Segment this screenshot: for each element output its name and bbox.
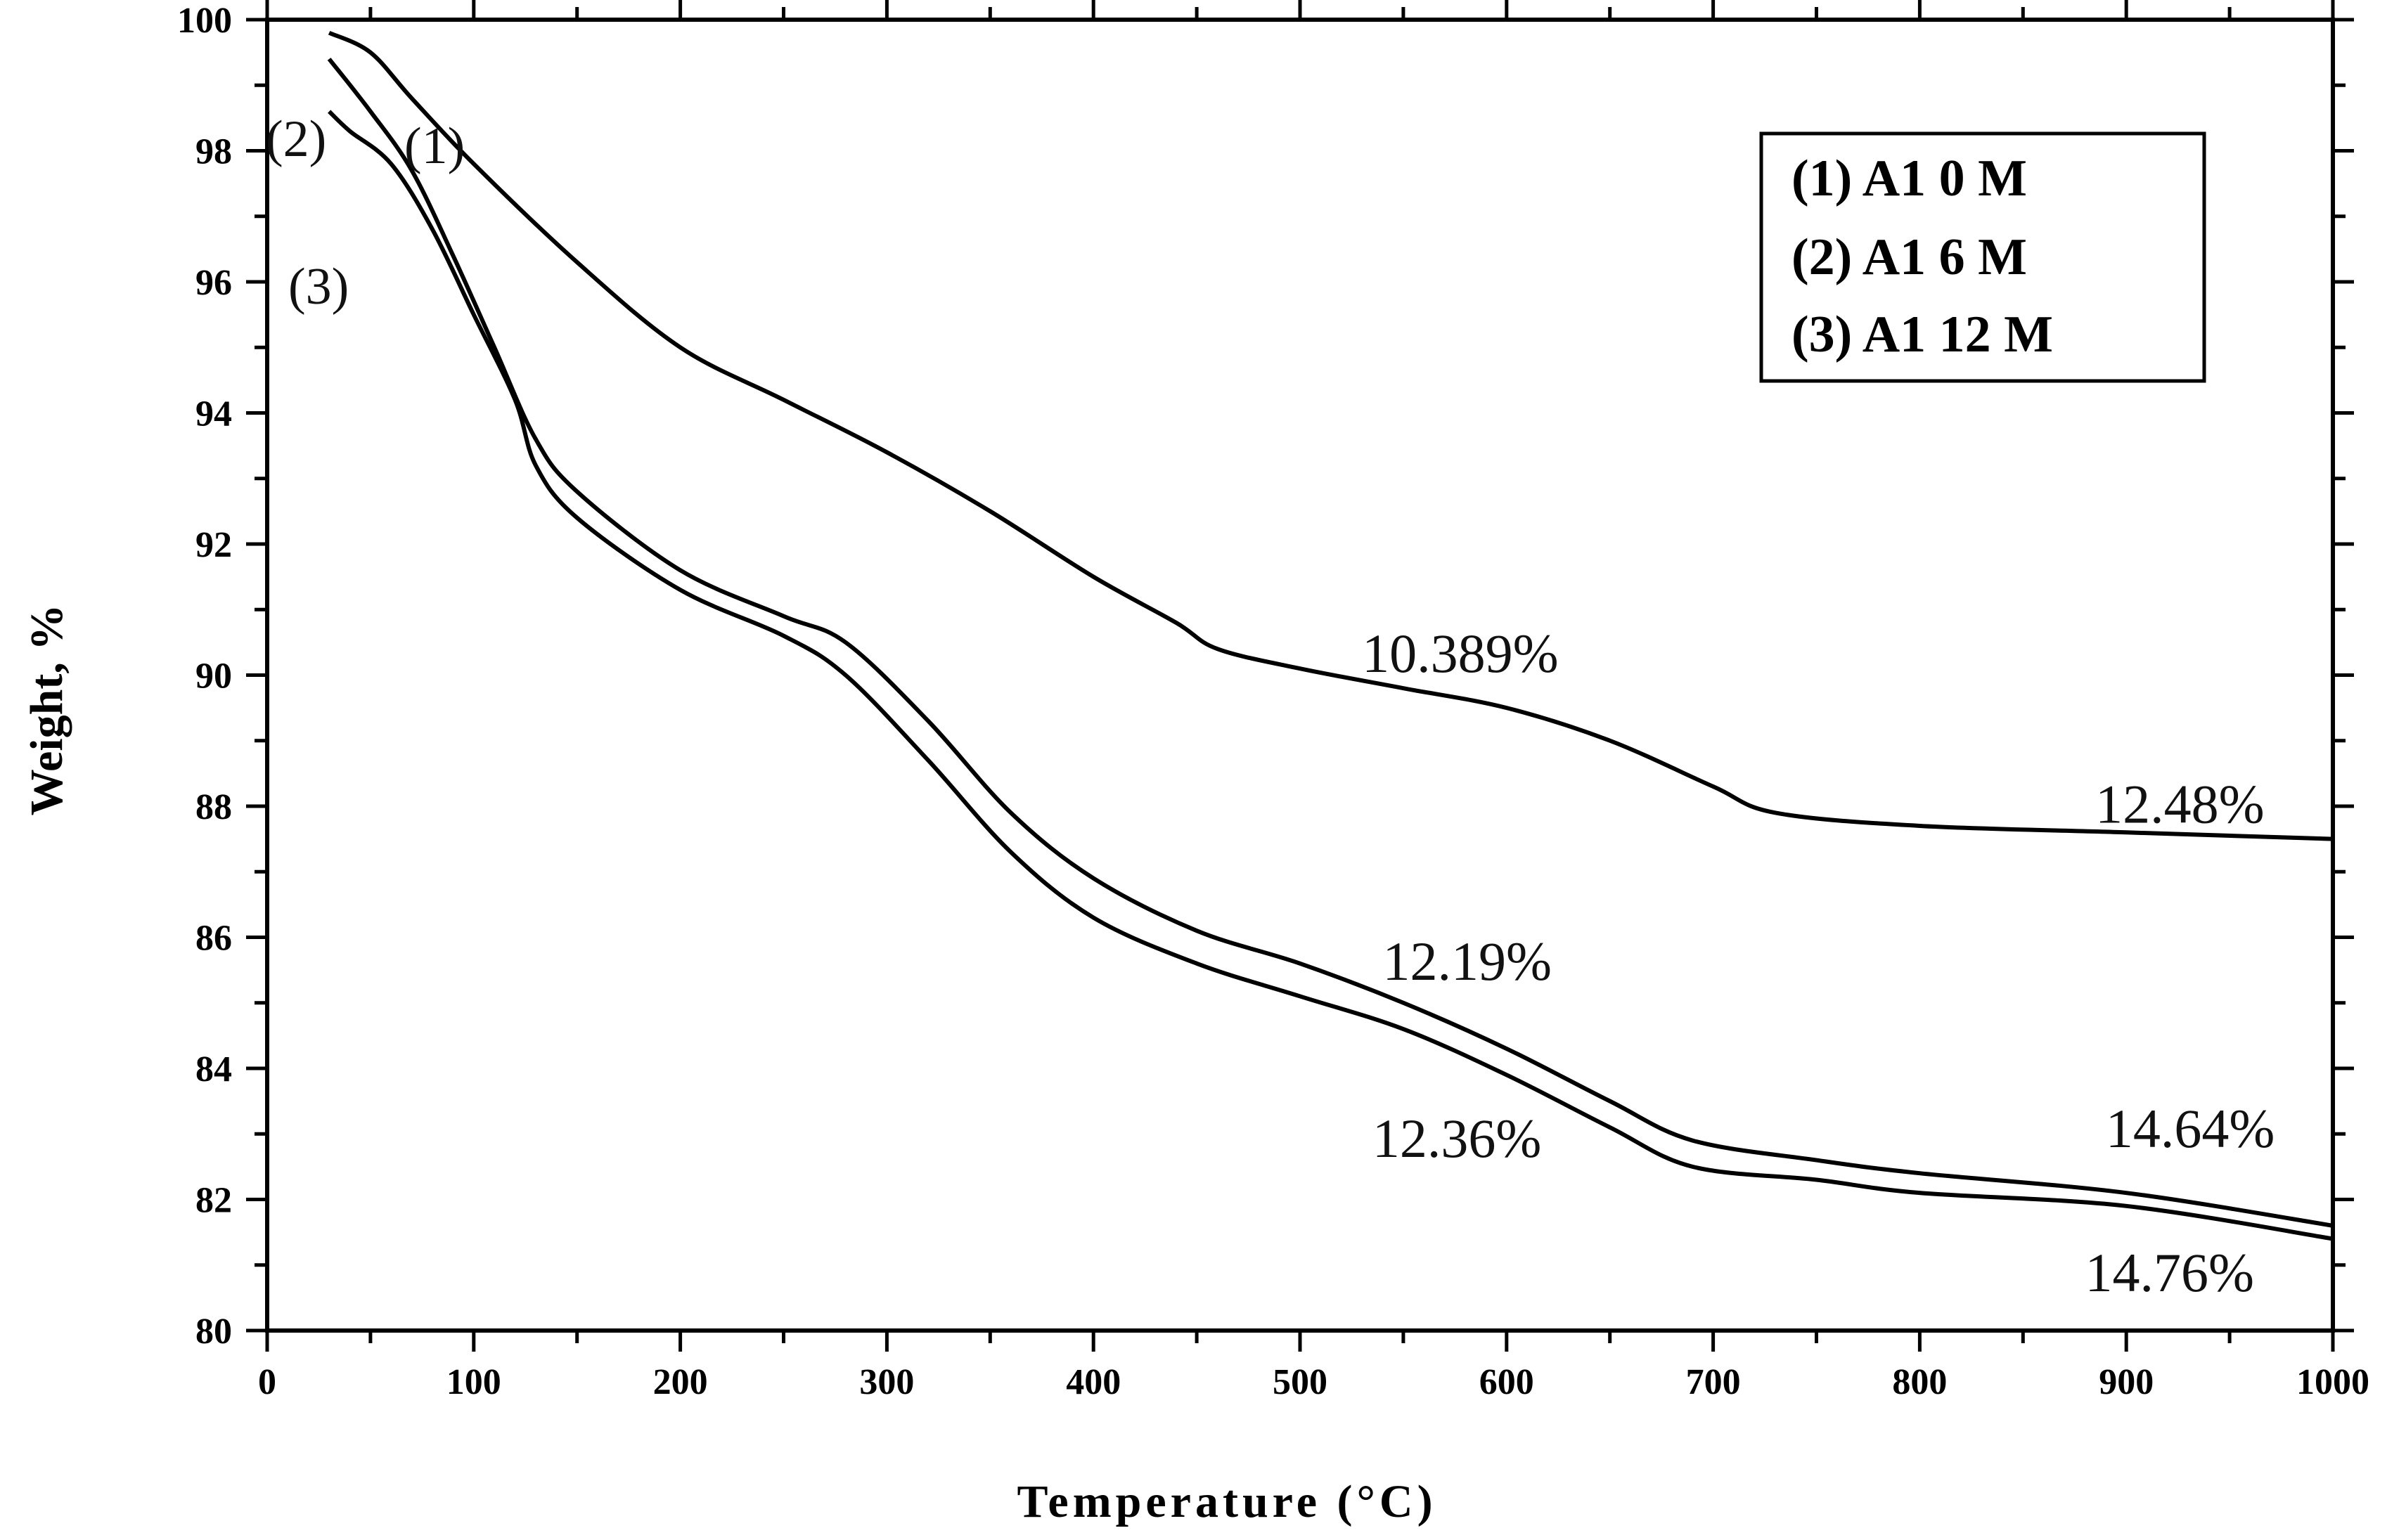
y-tick-label: 82 <box>195 1181 232 1221</box>
x-tick-label: 300 <box>859 1362 914 1402</box>
legend-box <box>1759 131 2206 383</box>
curve-tag-3: (3) <box>288 258 349 316</box>
y-tick-label: 86 <box>195 919 232 959</box>
x-tick-label: 100 <box>446 1362 501 1402</box>
annotation-label: 12.36% <box>1372 1108 1541 1169</box>
series-line-2 <box>327 58 2334 1228</box>
y-tick-label: 90 <box>195 656 232 697</box>
y-tick-label: 98 <box>195 132 232 172</box>
legend: (1) A1 0 M (2) A1 6 M (3) A1 12 M <box>1759 131 2206 383</box>
series-line-1 <box>328 30 2334 841</box>
x-tick-label: 700 <box>1686 1362 1741 1402</box>
x-tick-labels-group: 0 100 200 300 400 500 600 700 800 900 1000 <box>258 1362 2369 1402</box>
annotation-label: 12.48% <box>2095 773 2264 834</box>
x-tick-label: 900 <box>2099 1362 2154 1402</box>
legend-entry-3: (3) A1 12 M <box>1791 306 2053 363</box>
curve-tags-group: (1) (2) (3) <box>266 110 465 316</box>
x-tick-label: 200 <box>653 1362 708 1402</box>
x-tick-label: 500 <box>1273 1362 1327 1402</box>
curve-tag-1: (1) <box>404 117 465 175</box>
y-axis-title: Weight, % <box>21 604 72 816</box>
annotation-label: 14.64% <box>2106 1098 2275 1159</box>
axis-ticks-group <box>246 0 2354 1352</box>
legend-entry-1: (1) A1 0 M <box>1791 150 2027 207</box>
annotation-label: 12.19% <box>1383 931 1552 992</box>
x-tick-label: 600 <box>1479 1362 1534 1402</box>
y-tick-label: 92 <box>195 525 232 565</box>
x-tick-label: 1000 <box>2296 1362 2369 1402</box>
annotation-label: 10.389% <box>1362 623 1558 684</box>
annotations-group: 10.389% 12.48% 12.19% 14.64% 12.36% 14.76% <box>1362 623 2275 1303</box>
series-line-3 <box>328 110 2334 1241</box>
y-tick-label: 100 <box>177 1 232 41</box>
curve-tag-2: (2) <box>266 110 326 168</box>
series-lines-group <box>327 30 2334 1241</box>
annotation-label: 14.76% <box>2085 1242 2253 1303</box>
y-tick-label: 84 <box>195 1049 232 1089</box>
x-axis-title: Temperature (°C) <box>1017 1476 1436 1527</box>
x-tick-label: 800 <box>1892 1362 1947 1402</box>
x-tick-label: 0 <box>258 1362 276 1402</box>
legend-entry-2: (2) A1 6 M <box>1791 228 2027 286</box>
y-tick-label: 96 <box>195 263 232 303</box>
y-tick-label: 80 <box>195 1312 232 1352</box>
y-tick-label: 94 <box>195 394 232 434</box>
x-tick-label: 400 <box>1066 1362 1121 1402</box>
y-tick-label: 88 <box>195 787 232 827</box>
y-tick-labels-group: 80 82 84 86 88 90 92 94 96 98 100 <box>177 1 232 1352</box>
